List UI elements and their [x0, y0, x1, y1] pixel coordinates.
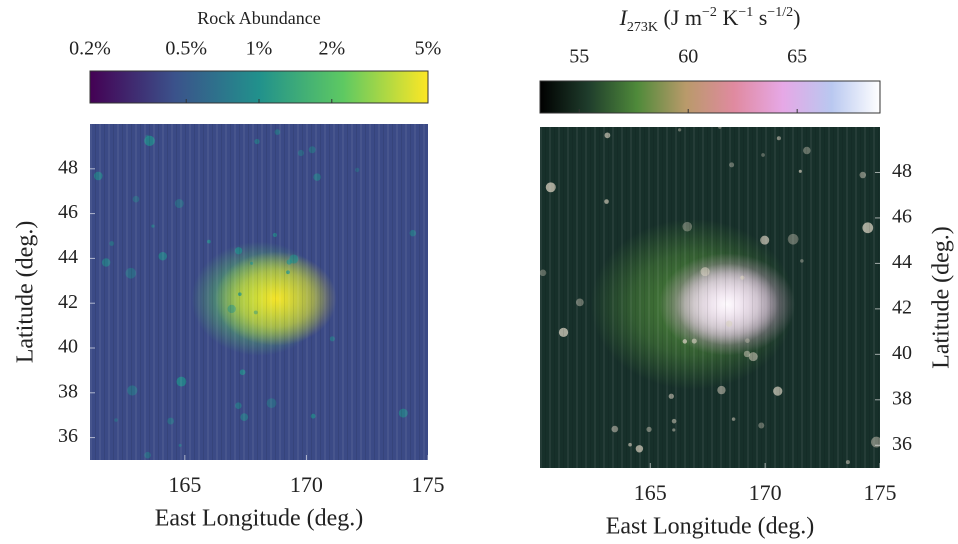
- x-tick-label: 170: [749, 480, 782, 505]
- colorbar-title: Rock Abundance: [197, 8, 320, 28]
- y-tick-label: 48: [58, 156, 78, 178]
- y-axis-label: Latitude (deg.): [13, 221, 39, 364]
- map-striping: [90, 124, 428, 460]
- colorbar-tick-label: 65: [787, 46, 807, 68]
- colorbar-tick-label: 60: [678, 46, 698, 68]
- colorbar-tick-label: 5%: [415, 38, 442, 60]
- y-tick-label: 38: [58, 380, 78, 402]
- x-tick-label: 165: [168, 472, 201, 497]
- colorbar-title-part: Rock Abundance: [197, 8, 320, 28]
- colorbar-tick-label: 1%: [246, 38, 273, 60]
- colorbar-title-part: 273K: [627, 20, 658, 35]
- y-tick-label: 44: [892, 251, 912, 273]
- colorbar-tick-label: 2%: [318, 38, 345, 60]
- y-tick-label: 42: [892, 296, 912, 318]
- colorbar-title-part: ): [793, 5, 800, 30]
- y-tick-label: 40: [58, 336, 78, 358]
- x-tick-label: 165: [634, 480, 667, 505]
- x-tick-label: 170: [290, 472, 323, 497]
- y-tick-label: 44: [58, 246, 78, 268]
- x-tick-label: 175: [864, 480, 897, 505]
- colorbar-title-part: I: [619, 5, 629, 30]
- colorbar-title: I273K (J m−2 K−1 s−1/2): [619, 5, 801, 35]
- map-image: [90, 124, 428, 460]
- y-tick-label: 46: [892, 206, 912, 228]
- colorbar-tick-label: 0.5%: [165, 38, 207, 60]
- x-axis-label: East Longitude (deg.): [155, 506, 364, 532]
- y-tick-label: 40: [892, 342, 912, 364]
- y-tick-label: 36: [892, 433, 912, 455]
- y-tick-label: 42: [58, 291, 78, 313]
- colorbar: [89, 70, 429, 104]
- colorbar-tick-label: 0.2%: [69, 38, 111, 60]
- colorbar: [539, 80, 881, 114]
- y-axis-label: Latitude (deg.): [929, 226, 955, 369]
- colorbar-tick-label: 55: [569, 46, 589, 68]
- colorbar-title-part: s: [753, 5, 767, 30]
- y-tick-label: 46: [58, 201, 78, 223]
- map-image: [540, 127, 880, 468]
- map-striping: [540, 127, 880, 468]
- colorbar-title-part: −2: [702, 5, 717, 20]
- y-tick-label: 36: [58, 425, 78, 447]
- x-axis-label: East Longitude (deg.): [606, 514, 815, 540]
- colorbar-title-part: −1: [738, 5, 753, 20]
- colorbar-title-part: −1/2: [767, 5, 793, 20]
- colorbar-title-part: K: [717, 5, 739, 30]
- y-tick-label: 48: [892, 160, 912, 182]
- colorbar-title-part: (J m: [658, 5, 702, 30]
- y-tick-label: 38: [892, 387, 912, 409]
- x-tick-label: 175: [412, 472, 445, 497]
